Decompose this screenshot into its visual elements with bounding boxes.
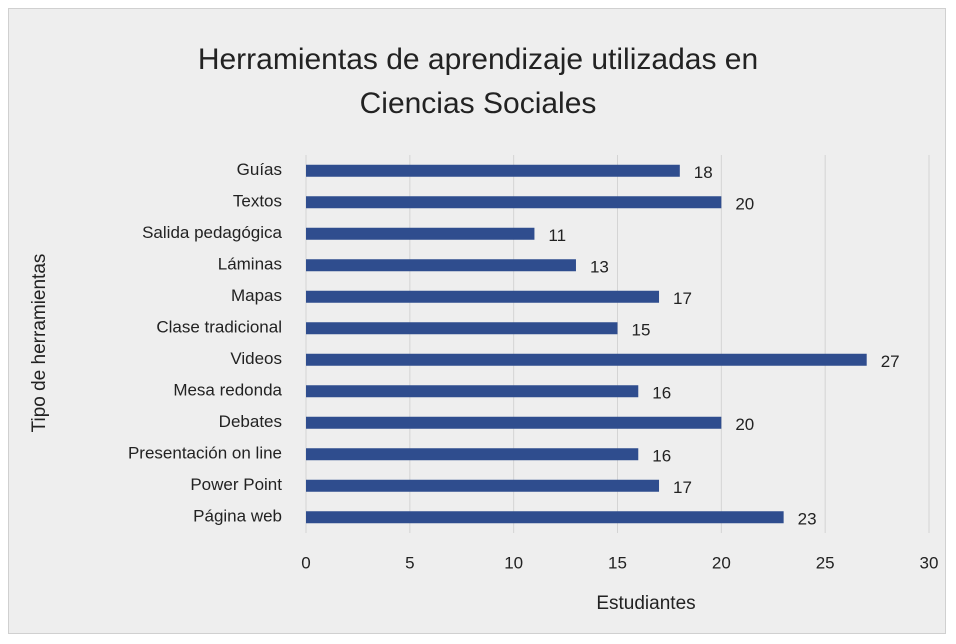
y-tick-label: Power Point	[190, 475, 282, 494]
bar	[306, 164, 680, 177]
bar	[306, 322, 618, 335]
data-label: 15	[632, 321, 651, 340]
x-axis-title: Estudiantes	[596, 593, 695, 614]
y-tick-label: Láminas	[218, 255, 282, 274]
data-label: 20	[735, 415, 754, 434]
y-tick-label: Videos	[230, 349, 282, 368]
data-label: 23	[798, 510, 817, 529]
bar	[306, 385, 639, 398]
y-axis-title: Tipo de herramientas	[29, 254, 50, 433]
y-tick-label: Textos	[233, 192, 282, 211]
data-label: 27	[881, 352, 900, 371]
y-tick-label: Mesa redonda	[173, 381, 282, 400]
chart-area	[8, 8, 946, 634]
data-label: 20	[735, 195, 754, 214]
y-tick-label: Mapas	[231, 286, 282, 305]
bar	[306, 196, 722, 209]
bar	[306, 259, 576, 272]
bar	[306, 353, 867, 366]
data-label: 17	[673, 289, 692, 308]
y-tick-label: Salida pedagógica	[142, 223, 282, 242]
bar	[306, 416, 722, 429]
data-label: 11	[548, 226, 566, 245]
data-label: 13	[590, 258, 609, 277]
bar	[306, 290, 660, 303]
x-tick-label: 0	[301, 553, 310, 572]
y-tick-label: Debates	[219, 412, 282, 431]
x-tick-label: 10	[504, 553, 523, 572]
x-tick-label: 25	[816, 553, 835, 572]
y-tick-label: Página web	[193, 507, 282, 526]
bar	[306, 479, 660, 492]
bar	[306, 227, 535, 240]
x-tick-label: 15	[608, 553, 627, 572]
y-tick-label: Clase tradicional	[156, 318, 282, 337]
data-label: 16	[652, 384, 671, 403]
x-tick-label: 30	[920, 553, 939, 572]
bar	[306, 511, 784, 524]
bar	[306, 448, 639, 461]
y-tick-label: Guías	[237, 160, 282, 179]
data-label: 18	[694, 163, 713, 182]
data-label: 17	[673, 478, 692, 497]
chart-title: Herramientas de aprendizaje utilizadas e…	[197, 43, 759, 120]
y-tick-label: Presentación on line	[128, 444, 282, 463]
data-label: 16	[652, 447, 671, 466]
x-tick-label: 20	[712, 553, 731, 572]
x-tick-label: 5	[405, 553, 414, 572]
